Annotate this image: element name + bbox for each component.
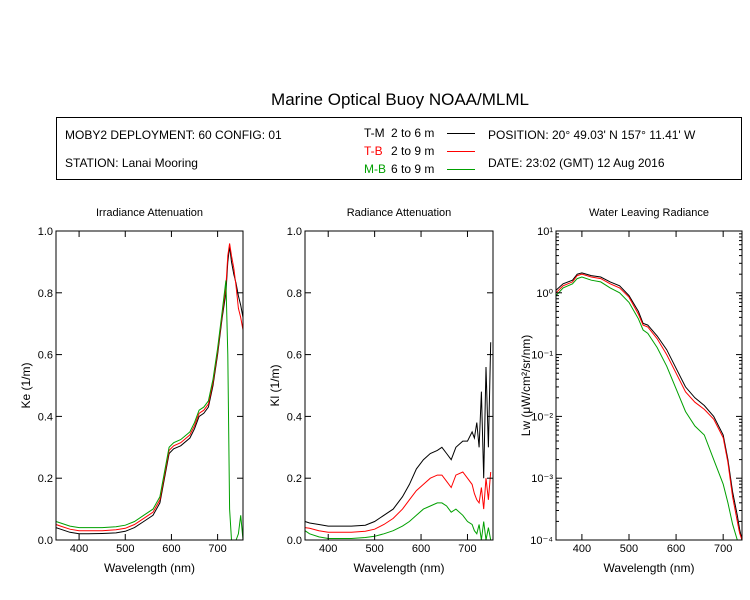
chart1-series-t-b-line bbox=[55, 243, 244, 532]
chart3-y-tick-label: 10¹ bbox=[537, 226, 553, 238]
chart2-y-tick-label: 0.2 bbox=[287, 473, 302, 485]
chart2-y-axis-label: Kl (1/m) bbox=[268, 364, 282, 406]
chart1-series-m-b-line bbox=[55, 280, 244, 541]
chart3-y-tick-label: 10⁻⁴ bbox=[530, 535, 553, 547]
chart3-x-axis-label: Wavelength (nm) bbox=[604, 561, 695, 575]
chart1-y-tick-label: 0.8 bbox=[38, 288, 53, 300]
chart2-x-tick-label: 700 bbox=[458, 543, 476, 555]
chart2-series-t-b-line bbox=[304, 471, 492, 533]
chart1-series-t-m-line bbox=[55, 246, 244, 535]
chart3-x-tick-label: 500 bbox=[620, 543, 638, 555]
chart3-y-tick-label: 10⁻¹ bbox=[531, 350, 553, 362]
chart1-x-axis-label: Wavelength (nm) bbox=[104, 561, 195, 575]
chart2-y-tick-label: 0.6 bbox=[287, 350, 302, 362]
chart3-y-tick-label: 10⁻³ bbox=[531, 473, 553, 485]
chart-main-title: Marine Optical Buoy NOAA/MLML bbox=[271, 90, 529, 109]
chart2-x-axis-label: Wavelength (nm) bbox=[354, 561, 445, 575]
chart3-series-t-m-line bbox=[555, 272, 743, 541]
chart3-x-tick-label: 400 bbox=[573, 543, 591, 555]
chart1-title: Irradiance Attenuation bbox=[96, 207, 203, 219]
deployment-text: MOBY2 DEPLOYMENT: 60 CONFIG: 01 bbox=[65, 128, 282, 142]
legend-range-tm: 2 to 6 m bbox=[391, 126, 435, 140]
chart3-y-tick-label: 10⁻² bbox=[531, 411, 553, 423]
chart3-series-t-b-line bbox=[555, 273, 743, 541]
legend-code-tb: T-B bbox=[364, 144, 383, 158]
info-box: MOBY2 DEPLOYMENT: 60 CONFIG: 01 STATION:… bbox=[56, 117, 742, 180]
chart2-series-m-b-line bbox=[304, 502, 492, 541]
chart3-y-axis-label: Lw (μW/cm²/sr/nm) bbox=[519, 335, 533, 437]
chart2-y-tick-label: 1.0 bbox=[287, 226, 302, 238]
chart3-x-tick-label: 700 bbox=[714, 543, 732, 555]
chart1-y-tick-label: 0.4 bbox=[38, 411, 53, 423]
chart2-y-tick-label: 0.8 bbox=[287, 288, 302, 300]
chart1-plot-frame bbox=[55, 230, 244, 541]
chart1-y-axis-label: Ke (1/m) bbox=[19, 362, 33, 408]
chart1-x-tick-label: 600 bbox=[162, 543, 180, 555]
chart1-y-tick-label: 0.0 bbox=[38, 535, 53, 547]
chart1-y-tick-label: 0.6 bbox=[38, 350, 53, 362]
chart1-x-tick-label: 500 bbox=[116, 543, 134, 555]
chart1-y-tick-label: 1.0 bbox=[38, 226, 53, 238]
position-text: POSITION: 20° 49.03' N 157° 11.41' W bbox=[488, 128, 696, 142]
chart1-x-tick-label: 400 bbox=[70, 543, 88, 555]
chart1-y-tick-label: 0.2 bbox=[38, 473, 53, 485]
legend-range-tb: 2 to 9 m bbox=[391, 144, 435, 158]
chart1-x-tick-label: 700 bbox=[208, 543, 226, 555]
chart3-x-tick-label: 600 bbox=[667, 543, 685, 555]
station-text: STATION: Lanai Mooring bbox=[65, 156, 198, 170]
legend-line-tm bbox=[447, 133, 475, 134]
legend-line-tb bbox=[447, 151, 475, 152]
legend-code-tm: T-M bbox=[364, 126, 385, 140]
chart3-series-m-b-line bbox=[555, 276, 742, 541]
legend-range-mb: 6 to 9 m bbox=[391, 162, 435, 176]
legend-code-mb: M-B bbox=[364, 162, 386, 176]
legend-line-mb bbox=[447, 169, 475, 170]
date-text: DATE: 23:02 (GMT) 12 Aug 2016 bbox=[488, 156, 665, 170]
chart2-y-tick-label: 0.4 bbox=[287, 411, 302, 423]
chart2-x-tick-label: 600 bbox=[412, 543, 430, 555]
chart2-x-tick-label: 500 bbox=[365, 543, 383, 555]
chart3-y-tick-label: 10⁰ bbox=[536, 288, 553, 300]
chart2-x-tick-label: 400 bbox=[319, 543, 337, 555]
chart2-y-tick-label: 0.0 bbox=[287, 535, 302, 547]
chart3-title: Water Leaving Radiance bbox=[589, 207, 709, 219]
chart3-plot-frame bbox=[555, 230, 743, 541]
chart2-title: Radiance Attenuation bbox=[347, 207, 452, 219]
chart2-plot-frame bbox=[304, 230, 494, 541]
chart2-series-t-m-line bbox=[304, 342, 492, 527]
